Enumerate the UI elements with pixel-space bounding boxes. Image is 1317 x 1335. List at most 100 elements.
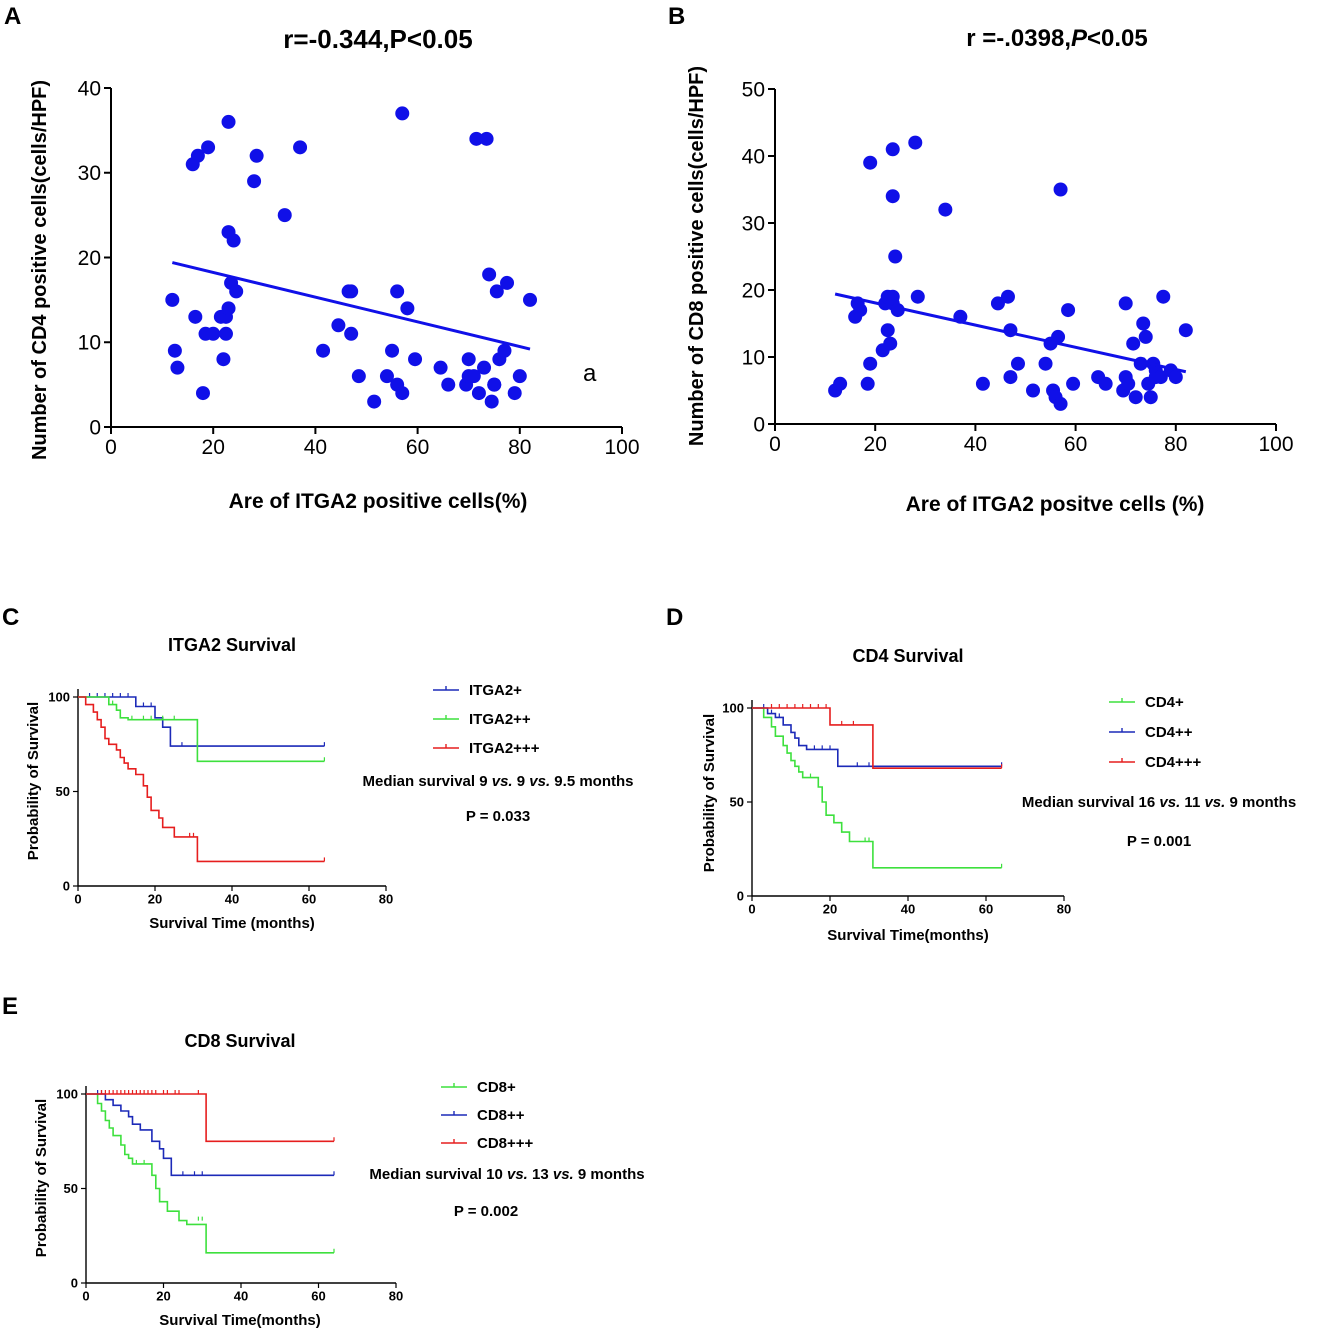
panel-b-plot: 0 20 40 60 80 100 0 10 20 30 40 50 xyxy=(742,78,1294,456)
median-text: 9 months xyxy=(1225,794,1296,811)
panel-d: D CD4 Survival Survival Time(months) Pro… xyxy=(666,604,1296,944)
regression-line xyxy=(171,261,531,351)
panel-b-x-label: Are of ITGA2 positve cells (%) xyxy=(906,493,1205,516)
data-point xyxy=(293,140,308,155)
data-point xyxy=(206,326,221,341)
panel-a: A r=-0.344,P<0.05 Are of ITGA2 positive … xyxy=(4,3,640,513)
data-point xyxy=(500,275,515,290)
data-point xyxy=(853,303,868,318)
data-point xyxy=(1153,370,1168,385)
x-tick-label: 40 xyxy=(901,901,915,916)
x-tick-label: 20 xyxy=(156,1288,170,1303)
x-tick-label: 80 xyxy=(389,1288,403,1303)
x-tick-label: 60 xyxy=(406,436,429,459)
survival-curve xyxy=(78,696,325,863)
survival-curve xyxy=(86,1093,334,1177)
data-point xyxy=(910,289,925,304)
survival-curve xyxy=(78,696,325,763)
x-tick-label: 100 xyxy=(1258,433,1293,456)
data-point xyxy=(883,336,898,351)
data-point xyxy=(190,148,205,163)
panel-d-x-label: Survival Time(months) xyxy=(827,927,988,944)
panel-c-y-label: Probability of Survival xyxy=(25,702,42,860)
median-vs: vs. xyxy=(507,1166,528,1183)
median-vs: vs. xyxy=(553,1166,574,1183)
x-tick-label: 20 xyxy=(202,436,225,459)
x-tick-label: 0 xyxy=(748,901,755,916)
data-point xyxy=(477,360,492,375)
y-tick-label: 0 xyxy=(71,1276,78,1291)
data-point xyxy=(316,343,331,358)
panel-b-title-p: P xyxy=(1071,25,1088,52)
panel-a-annotation: a xyxy=(583,360,597,387)
legend-label: CD8+ xyxy=(477,1079,516,1096)
y-tick-label: 10 xyxy=(78,332,101,355)
x-tick-label: 0 xyxy=(74,891,81,906)
y-tick-label: 20 xyxy=(78,247,101,270)
panel-c-pvalue: P = 0.033 xyxy=(466,808,530,825)
panel-d-plot: 0 20 40 60 80 0 50 100 xyxy=(722,700,1071,916)
data-point xyxy=(1066,376,1081,391)
panel-d-title: CD4 Survival xyxy=(852,646,963,666)
y-tick-label: 50 xyxy=(742,78,765,101)
median-text: 13 xyxy=(528,1166,553,1183)
data-point xyxy=(170,360,185,375)
data-point xyxy=(484,394,499,409)
data-point xyxy=(1000,289,1015,304)
data-point xyxy=(1061,303,1076,318)
median-text: 9.5 months xyxy=(550,773,633,790)
data-point xyxy=(277,208,292,223)
x-tick-label: 20 xyxy=(823,901,837,916)
data-point xyxy=(165,292,180,307)
legend-label: CD4++ xyxy=(1145,724,1193,741)
panel-e: E CD8 Survival Survival Time(months) Pro… xyxy=(2,993,645,1329)
data-point xyxy=(229,284,244,299)
panel-e-title: CD8 Survival xyxy=(184,1031,295,1051)
data-point xyxy=(497,343,512,358)
data-point xyxy=(218,326,233,341)
survival-curve xyxy=(78,696,325,747)
data-point xyxy=(1178,323,1193,338)
survival-curve xyxy=(752,707,1002,770)
x-tick-label: 20 xyxy=(864,433,887,456)
panel-b-title: r =-.0398,P<0.05 xyxy=(966,25,1148,52)
y-tick-label: 0 xyxy=(89,416,101,439)
panel-c-plot: 0 20 40 60 80 0 50 100 xyxy=(48,689,393,906)
x-tick-label: 100 xyxy=(604,436,639,459)
data-point xyxy=(344,326,359,341)
data-point xyxy=(885,142,900,157)
data-point xyxy=(975,376,990,391)
data-point xyxy=(990,296,1005,311)
data-point xyxy=(487,377,502,392)
data-point xyxy=(507,386,522,401)
x-tick-label: 60 xyxy=(1064,433,1087,456)
legend-label: ITGA2+ xyxy=(469,682,522,699)
panel-d-pvalue: P = 0.001 xyxy=(1127,833,1191,850)
data-point xyxy=(1026,383,1041,398)
data-point xyxy=(1128,390,1143,405)
data-point xyxy=(1168,370,1183,385)
legend-label: CD4+ xyxy=(1145,694,1184,711)
data-point xyxy=(1038,356,1053,371)
panel-b: B r =-.0398,P<0.05 Are of ITGA2 positve … xyxy=(668,3,1294,516)
data-point xyxy=(1121,376,1136,391)
data-point xyxy=(908,135,923,150)
x-tick-label: 0 xyxy=(82,1288,89,1303)
panel-e-plot: 0 20 40 60 80 0 50 100 xyxy=(56,1086,403,1303)
panel-c-letter: C xyxy=(2,604,19,631)
data-point xyxy=(860,376,875,391)
median-text: 11 xyxy=(1180,794,1204,811)
legend-label: CD4+++ xyxy=(1145,754,1202,771)
panel-a-y-label: Number of CD4 positive cells(cells/HPF) xyxy=(29,80,51,460)
data-point xyxy=(247,174,262,189)
data-point xyxy=(1136,316,1151,331)
regression-line xyxy=(834,292,1187,374)
x-tick-label: 40 xyxy=(225,891,239,906)
data-point xyxy=(379,369,394,384)
data-point xyxy=(188,309,203,324)
panel-c: C ITGA2 Survival Survival Time (months) … xyxy=(2,604,634,932)
y-tick-label: 100 xyxy=(56,1087,78,1102)
panel-a-letter: A xyxy=(4,3,21,30)
x-tick-label: 40 xyxy=(964,433,987,456)
